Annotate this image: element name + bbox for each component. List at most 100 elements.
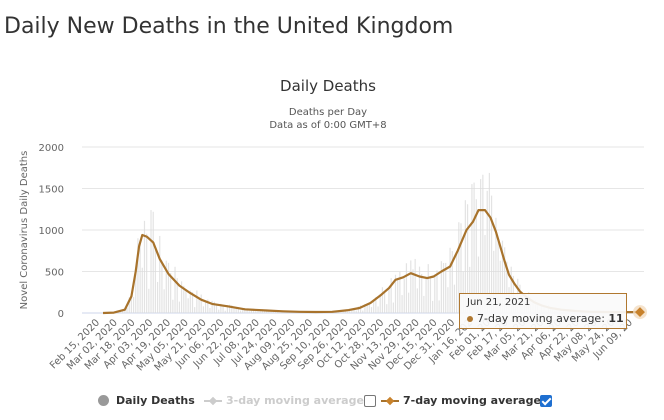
daily-bar [442, 262, 445, 313]
legend-item-7day[interactable]: 7-day moving average [381, 394, 541, 407]
daily-bar [418, 266, 421, 313]
daily-bar [250, 309, 253, 313]
daily-bar [196, 290, 198, 313]
daily-bar [170, 272, 172, 313]
daily-bar [161, 260, 163, 313]
daily-bar [471, 184, 473, 313]
daily-bar [501, 240, 504, 313]
daily-bar [220, 303, 222, 313]
y-axis-label: Novel Coronavirus Daily Deaths [19, 151, 30, 310]
daily-bar [401, 295, 403, 313]
daily-bar [187, 298, 189, 313]
daily-bar [506, 261, 508, 313]
daily-bar [207, 299, 209, 313]
tooltip-series-label: 7-day moving average: [477, 312, 609, 325]
page-title: Daily New Deaths in the United Kingdom [4, 14, 454, 39]
tooltip: Jun 21, 2021 7-day moving average: 11 [459, 293, 627, 329]
7day-average-checkbox[interactable] [540, 395, 552, 407]
daily-bar [152, 211, 154, 313]
daily-bar [375, 297, 377, 313]
daily-bar [191, 292, 194, 313]
daily-bar [373, 300, 375, 313]
daily-bar [224, 310, 226, 313]
daily-bar [458, 222, 460, 313]
daily-bar [148, 288, 150, 313]
daily-bar [390, 278, 392, 313]
daily-bar [167, 262, 170, 313]
daily-bar [229, 304, 231, 313]
daily-bar [493, 250, 495, 313]
y-tick-label: 0 [58, 309, 64, 320]
legend-item-3day[interactable]: 3-day moving average [204, 394, 364, 407]
daily-bar [246, 308, 248, 313]
daily-bar [359, 305, 362, 313]
daily-bar [209, 308, 211, 313]
daily-bar [480, 179, 482, 313]
hover-marker[interactable] [633, 305, 647, 320]
tooltip-date: Jun 21, 2021 [467, 297, 531, 308]
daily-bar [427, 264, 429, 313]
daily-bar [504, 247, 506, 313]
tooltip-value: 11 [608, 312, 624, 325]
daily-bar [370, 307, 373, 313]
daily-bar [434, 274, 436, 313]
y-axis-ticks: 0 500 1000 1500 2000 [39, 143, 64, 320]
daily-bar [466, 204, 469, 313]
daily-bar [473, 182, 475, 313]
daily-bar [440, 261, 442, 313]
daily-bar [183, 285, 185, 313]
daily-bar [412, 269, 414, 313]
daily-bar [499, 260, 501, 313]
line-diamond-marker-icon [204, 396, 222, 405]
daily-bar [204, 300, 207, 313]
daily-bar [351, 309, 353, 313]
daily-bar [163, 289, 165, 313]
daily-bar [257, 309, 259, 313]
daily-bar [154, 247, 156, 313]
daily-bar [231, 305, 233, 313]
daily-bar [279, 312, 281, 313]
3day-average-checkbox[interactable] [364, 395, 376, 407]
daily-bar [159, 235, 161, 313]
daily-bar [484, 235, 486, 313]
daily-bar [362, 310, 364, 313]
daily-bar [124, 309, 126, 313]
daily-bar [482, 174, 484, 313]
y-tick-label: 500 [45, 268, 64, 279]
daily-bar [233, 308, 235, 313]
daily-bar [381, 287, 384, 313]
daily-bar [235, 307, 237, 313]
daily-bar [357, 306, 360, 313]
daily-bar [366, 304, 368, 313]
daily-bar [399, 271, 401, 313]
chart-subtitle-2: Data as of 0:00 GMT+8 [269, 120, 386, 131]
daily-bar [368, 302, 370, 313]
daily-bar [172, 299, 174, 313]
daily-bar [355, 310, 357, 313]
daily-deaths-chart: Daily Deaths Deaths per Day Data as of 0… [19, 77, 647, 373]
daily-bar [255, 310, 257, 313]
daily-bar [130, 296, 132, 313]
daily-bar [139, 240, 141, 313]
daily-bar [397, 278, 399, 313]
daily-bar [128, 297, 130, 313]
daily-bar [226, 305, 229, 313]
daily-bar [242, 308, 244, 313]
legend-item-daily-deaths[interactable]: Daily Deaths [98, 394, 195, 407]
daily-bar [215, 304, 218, 313]
daily-bar [165, 260, 167, 313]
daily-bar [447, 287, 449, 313]
daily-bar [477, 256, 480, 313]
daily-bar [253, 309, 255, 313]
daily-bar [239, 310, 242, 313]
daily-bar [135, 268, 137, 313]
daily-bar [445, 262, 447, 313]
daily-bar [126, 307, 128, 313]
daily-bar [285, 312, 287, 313]
daily-bar [453, 284, 456, 313]
daily-bar [340, 311, 342, 313]
daily-bar [237, 307, 239, 313]
daily-bar [388, 289, 390, 313]
daily-bar [122, 309, 124, 313]
daily-bar [421, 273, 423, 313]
